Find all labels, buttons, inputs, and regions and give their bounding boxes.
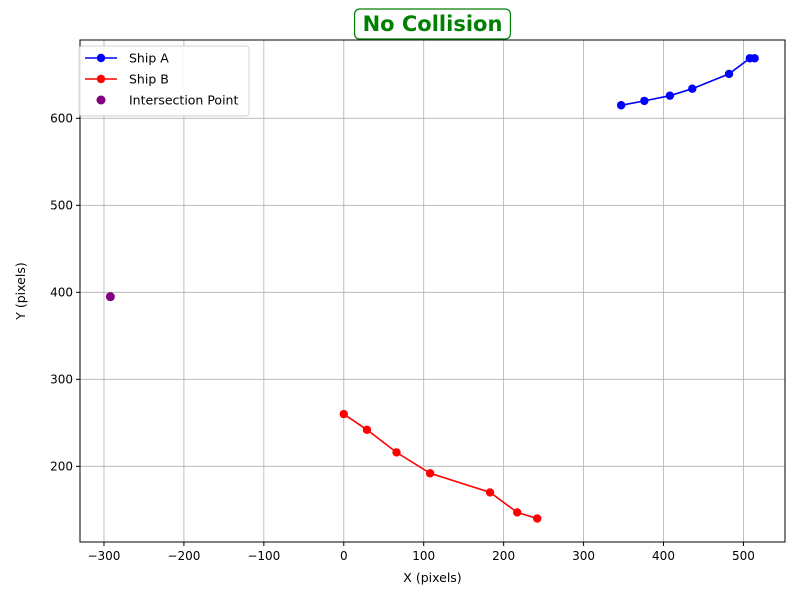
title-background (353, 8, 512, 40)
legend-marker (96, 53, 106, 63)
x-tick-label: 300 (572, 549, 595, 563)
legend-label: Ship B (129, 72, 169, 87)
chart-title: No Collision (363, 12, 503, 36)
data-point (750, 54, 759, 63)
grid (80, 40, 785, 542)
data-point (665, 91, 675, 100)
data-point (513, 508, 522, 517)
legend-item-1: Ship B (85, 72, 169, 87)
x-tick-label: −300 (87, 549, 120, 563)
series-line-0 (616, 54, 759, 110)
legend-item-0: Ship A (85, 51, 169, 66)
y-tick-label: 300 (50, 372, 73, 386)
data-point (362, 425, 372, 434)
axis-ticks: −300 −200 −100 0 100 200 300 400 500 200 300 400 500… (50, 111, 755, 563)
legend-item-2: Intersection Point (96, 93, 238, 108)
legend-label: Intersection Point (129, 93, 238, 108)
series-layer (105, 54, 759, 523)
data-point (688, 84, 697, 93)
y-tick-label: 200 (50, 459, 73, 473)
y-tick-label: 400 (50, 285, 73, 299)
data-point (724, 69, 734, 79)
data-point (425, 469, 435, 478)
x-tick-label: 0 (340, 549, 348, 563)
data-point (392, 448, 401, 457)
data-point (616, 101, 626, 110)
legend-marker (96, 74, 106, 84)
y-axis-label: Y (pixels) (13, 262, 28, 320)
data-point (339, 409, 348, 419)
x-tick-label: −100 (247, 549, 280, 563)
x-tick-label: 100 (412, 549, 435, 563)
data-point (485, 488, 495, 497)
legend: Ship A Ship B Intersection Point (78, 45, 250, 117)
data-point (533, 514, 542, 523)
x-tick-label: −200 (167, 549, 200, 563)
series-line-1 (339, 409, 542, 523)
x-axis-label: X (pixels) (403, 570, 461, 585)
legend-label: Ship A (129, 51, 169, 66)
series-scatter-2 (105, 292, 115, 302)
data-point (640, 96, 649, 106)
x-tick-label: 500 (732, 549, 755, 563)
plot-area-frame (79, 39, 786, 543)
title-box: No Collision (353, 8, 512, 40)
data-point (105, 292, 115, 302)
x-tick-label: 400 (652, 549, 675, 563)
y-tick-label: 500 (50, 198, 73, 212)
legend-box (78, 45, 250, 117)
x-tick-label: 200 (492, 549, 515, 563)
legend-marker (96, 95, 106, 105)
y-tick-label: 600 (50, 111, 73, 125)
